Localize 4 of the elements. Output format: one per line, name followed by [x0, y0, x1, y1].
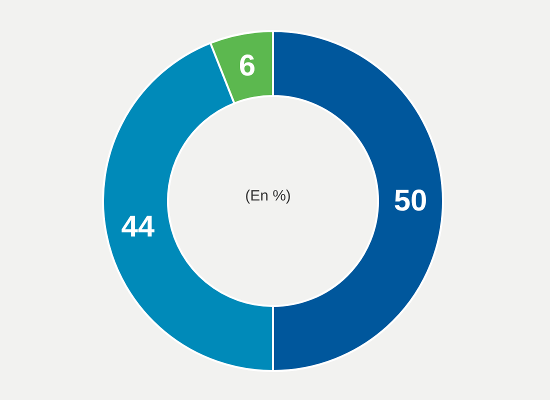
data-label: 6 — [238, 49, 256, 82]
data-label: 50 — [394, 184, 428, 218]
text: (En %) — [245, 188, 291, 204]
data-label: 44 — [121, 210, 155, 244]
